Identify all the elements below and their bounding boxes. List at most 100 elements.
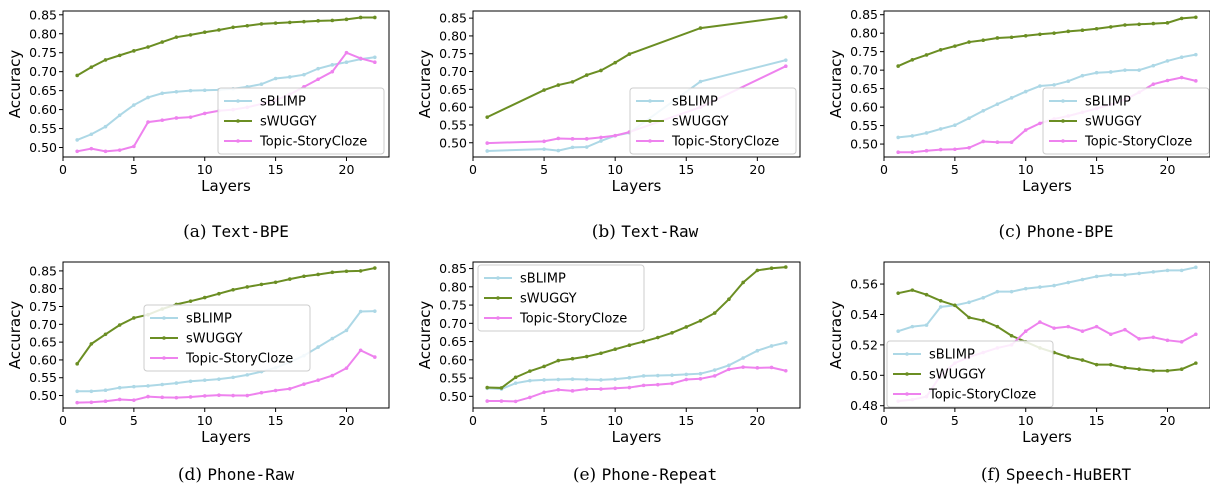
data-point-swuggy [910,57,915,62]
y-axis-title: Accuracy [6,50,24,119]
data-point-sblimp [670,373,674,377]
data-point-topic-storycloze [599,387,603,391]
data-point-sblimp [373,309,377,313]
legend-label-topic-storycloze: Topic-StoryCloze [1084,135,1192,150]
data-point-topic-storycloze [1194,332,1198,337]
data-point-sblimp [896,135,900,140]
data-point-swuggy [967,40,971,44]
y-tick-label: 0.55 [850,118,878,133]
data-point-topic-storycloze [684,377,689,382]
x-tick-label: 10 [197,413,213,428]
data-point-swuggy [1009,35,1014,40]
legend-marker-topic-storycloze [236,139,240,143]
data-point-swuggy [1194,15,1198,20]
legend-label-topic-storycloze: Topic-StoryCloze [519,312,627,327]
data-point-swuggy [287,20,292,25]
data-point-swuggy [287,277,292,281]
caption-label: (d) [178,465,208,485]
x-axis-title: Layers [612,428,662,446]
data-point-sblimp [967,116,971,120]
data-point-sblimp [1165,268,1170,273]
data-point-topic-storycloze [1080,329,1085,333]
y-tick-label: 0.75 [29,45,57,60]
data-point-swuggy [1123,23,1127,27]
data-point-topic-storycloze [373,60,377,64]
y-tick-label: 0.60 [29,352,57,367]
data-point-swuggy [75,362,79,366]
data-point-sblimp [103,124,108,129]
data-point-topic-storycloze [202,111,207,116]
data-point-topic-storycloze [174,395,179,400]
data-point-topic-storycloze [174,116,179,120]
data-point-topic-storycloze [160,395,165,400]
x-tick-label: 10 [607,413,623,428]
data-point-sblimp [259,82,264,86]
data-point-sblimp [1137,68,1141,72]
data-point-swuggy [755,268,760,273]
data-point-swuggy [995,324,1000,329]
x-tick-label: 0 [469,413,477,428]
chart-panel-1: 0 5 10 15 20 0.50 0.55 0.60 0.65 0.70 0.75 0.80 0.85… [6,7,390,242]
data-point-swuggy [712,311,717,315]
data-point-swuggy [584,354,589,359]
y-tick-label: 0.80 [439,279,467,294]
y-tick-label: 0.54 [850,307,878,322]
data-point-topic-storycloze [146,120,150,124]
data-point-swuggy [670,331,674,335]
data-point-sblimp [344,60,349,64]
data-point-sblimp [1108,70,1113,74]
plot-frame [62,261,390,409]
series-line-swuggy [486,16,786,119]
legend-marker-swuggy [1061,119,1065,123]
data-point-sblimp [103,388,108,392]
data-point-sblimp [316,345,320,349]
y-tick-label: 0.55 [29,121,57,136]
series-line-swuggy [487,266,786,389]
legend-box [143,304,311,372]
data-point-sblimp [1094,274,1099,279]
y-tick-label: 0.75 [439,46,467,61]
data-point-sblimp [910,134,915,138]
data-point-topic-storycloze [769,365,774,370]
data-point-topic-storycloze [330,373,335,378]
data-point-swuggy [1179,16,1184,21]
data-point-sblimp [1194,265,1198,270]
x-tick-label: 0 [469,162,477,177]
data-point-topic-storycloze [641,383,646,388]
data-point-swuggy [273,21,278,25]
legend-marker-topic-storycloze [648,139,652,143]
y-tick-label: 0.80 [850,26,878,41]
data-point-swuggy [613,60,617,65]
y-tick-label: 0.65 [439,334,467,349]
data-point-sblimp [570,145,575,150]
data-point-swuggy [117,323,122,327]
data-point-swuggy [938,48,943,52]
data-point-swuggy [344,269,349,274]
data-point-swuggy [1179,367,1184,372]
data-point-sblimp [75,389,79,394]
data-point-topic-storycloze [967,145,971,150]
data-point-swuggy [783,265,788,269]
data-point-topic-storycloze [1151,335,1156,340]
x-tick-label: 0 [880,413,888,428]
y-tick-label: 0.80 [29,281,57,296]
data-point-sblimp [627,375,632,380]
data-point-swuggy [188,299,193,303]
data-point-swuggy [1151,368,1156,373]
data-point-sblimp [684,372,689,377]
data-point-swuggy [1094,362,1099,367]
caption-label: (a) [183,222,212,242]
data-point-swuggy [896,291,900,295]
data-point-sblimp [513,381,518,385]
data-point-topic-storycloze [1123,327,1127,332]
data-point-topic-storycloze [698,377,703,381]
data-point-topic-storycloze [542,390,546,395]
data-point-swuggy [599,351,603,356]
x-axis-title: Layers [201,428,251,446]
caption-model-name: Phone-Repeat [602,465,718,484]
plot-frame [62,10,390,158]
data-point-sblimp [1038,285,1042,289]
x-tick-label: 5 [130,413,138,428]
data-point-swuggy [1165,21,1170,25]
data-point-topic-storycloze [1009,140,1014,145]
